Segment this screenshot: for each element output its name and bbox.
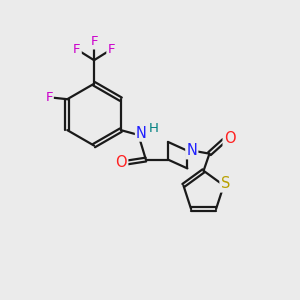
Text: N: N	[186, 143, 197, 158]
Text: F: F	[90, 35, 98, 48]
Text: F: F	[107, 44, 115, 56]
Text: F: F	[73, 44, 81, 56]
Text: N: N	[136, 126, 147, 141]
Text: H: H	[148, 122, 158, 135]
Text: O: O	[116, 155, 127, 170]
Text: S: S	[220, 176, 230, 191]
Text: F: F	[45, 91, 53, 104]
Text: O: O	[224, 130, 235, 146]
